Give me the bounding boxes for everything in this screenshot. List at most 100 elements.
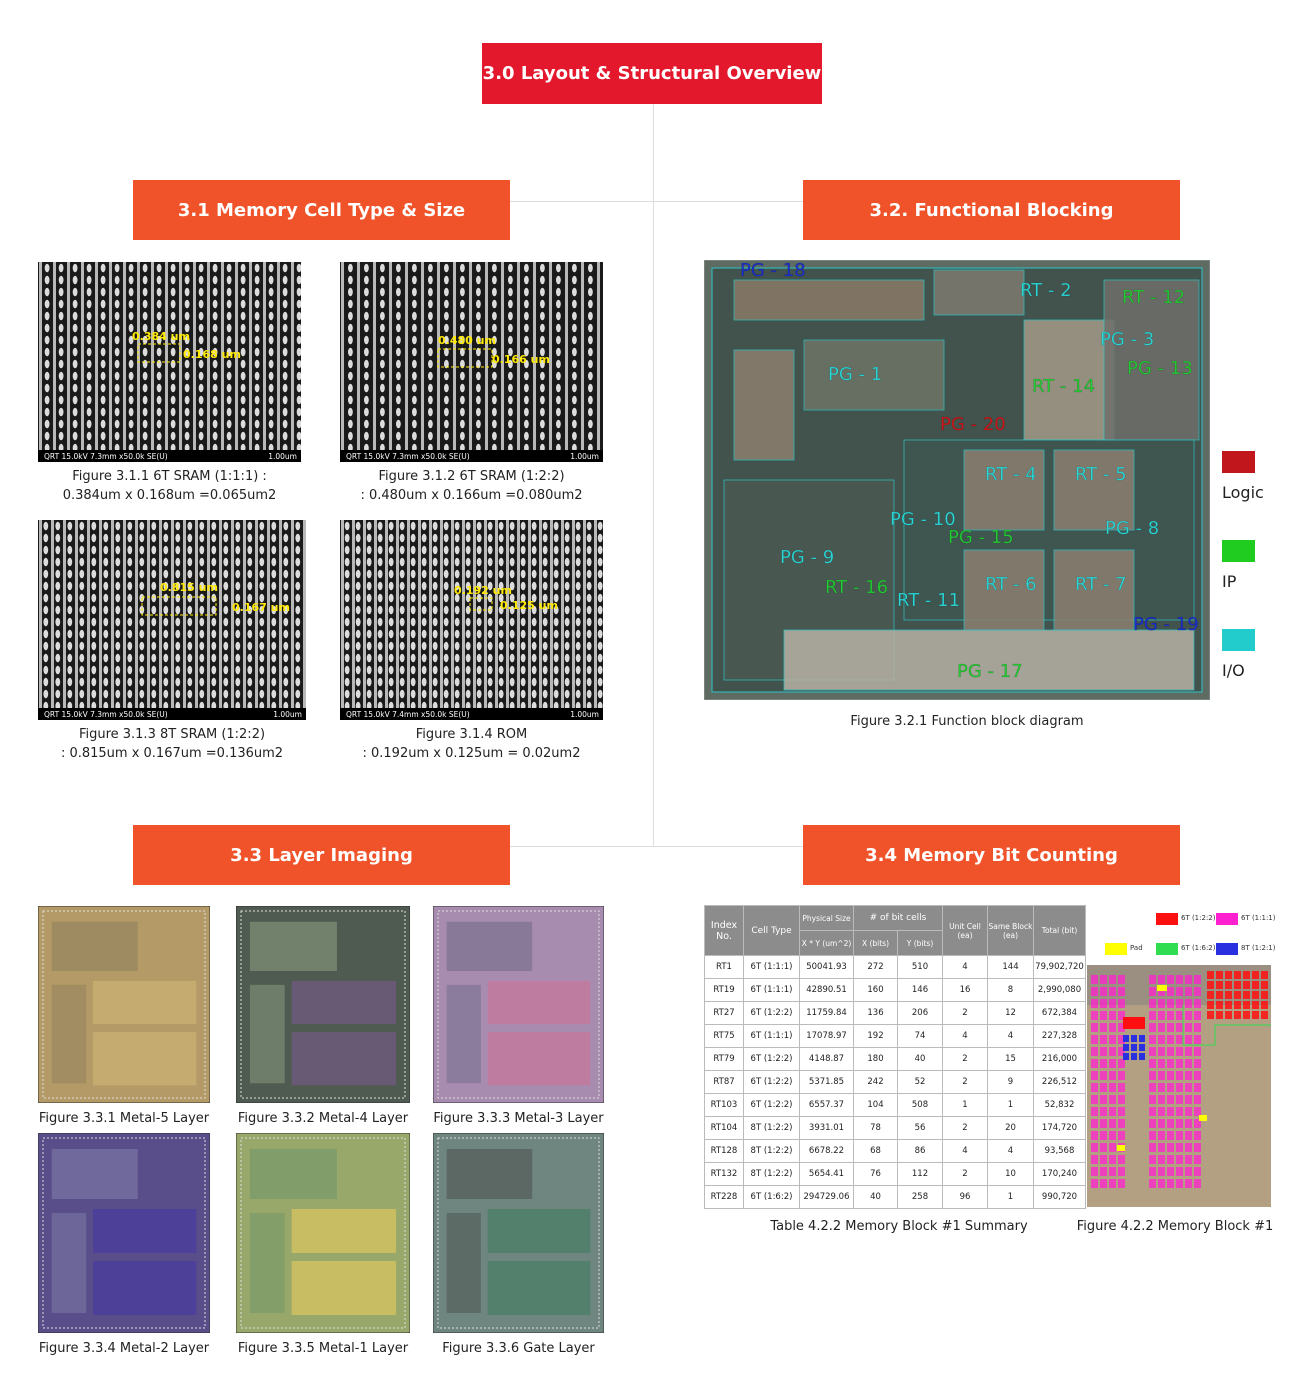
legend-swatch <box>1216 943 1238 955</box>
cell-block <box>1207 1011 1214 1019</box>
layer-image <box>236 1133 410 1333</box>
cell-block <box>1158 1023 1165 1032</box>
legend-label: Logic <box>1222 483 1264 502</box>
header-cell: X * Y (um^2) <box>799 930 854 956</box>
table-cell: 258 <box>897 1185 943 1209</box>
die-block <box>51 984 87 1084</box>
legend-swatch <box>1222 451 1255 473</box>
cell-block <box>1149 1083 1156 1092</box>
legend-label: 6T (1:6:2) <box>1181 944 1216 952</box>
table-cell: 1 <box>987 1185 1034 1209</box>
cell-block <box>1185 1047 1192 1056</box>
header-cell: Same Block (ea) <box>987 905 1034 956</box>
cell-block <box>1158 1047 1165 1056</box>
cell-block <box>1194 1059 1201 1068</box>
cell-block <box>1118 1131 1125 1140</box>
cell-block <box>1194 1167 1201 1176</box>
table-cell: 136 <box>853 1001 898 1025</box>
cell-block <box>1091 1047 1098 1056</box>
die-region <box>933 269 1025 316</box>
table-cell: 2 <box>942 1162 988 1186</box>
cell-block <box>1167 1143 1174 1152</box>
measure-label: 0.168 um <box>183 348 241 361</box>
table-cell: 86 <box>897 1139 943 1163</box>
die-region <box>903 439 1195 621</box>
connector <box>510 201 803 202</box>
layer-image <box>433 1133 604 1333</box>
die-block <box>487 1209 591 1253</box>
cell-block <box>1243 981 1250 989</box>
cell-block <box>1149 1107 1156 1116</box>
table-cell: 6T (1:2:2) <box>743 1001 800 1025</box>
cell-block <box>1149 1035 1156 1044</box>
cell-block <box>1100 1143 1107 1152</box>
figure-caption: Figure 3.1.1 6T SRAM (1:1:1) : <box>72 469 267 484</box>
die-block <box>51 921 138 972</box>
cell-block <box>1091 975 1098 984</box>
cell-block <box>1118 1155 1125 1164</box>
cell-block <box>1243 1011 1250 1019</box>
block-label: RT - 14 <box>1032 376 1095 397</box>
die-block <box>93 1209 197 1253</box>
table-cell: 508 <box>897 1093 943 1117</box>
cell-block <box>1194 1071 1201 1080</box>
block-label: PG - 10 <box>890 509 956 530</box>
legend-swatch <box>1156 943 1178 955</box>
figure-caption: Figure 3.2.1 Function block diagram <box>850 714 1084 729</box>
table-cell: 78 <box>853 1116 898 1140</box>
memory-block-image <box>1087 965 1271 1207</box>
table-cell: 146 <box>897 978 943 1002</box>
table-cell: 2 <box>942 1047 988 1071</box>
table-cell: RT79 <box>704 1047 744 1071</box>
figure-caption: 0.384um x 0.168um =0.065um2 <box>62 488 277 503</box>
table-cell: RT103 <box>704 1093 744 1117</box>
layer-image <box>433 906 604 1103</box>
die-block <box>446 984 481 1084</box>
cell-block <box>1207 971 1214 979</box>
cell-block <box>1109 1023 1116 1032</box>
figure-caption: Figure 4.2.2 Memory Block #1 <box>1076 1219 1274 1234</box>
header-cell: Unit Cell (ea) <box>942 905 988 956</box>
cell-block <box>1216 1011 1223 1019</box>
table-cell: 5654.41 <box>799 1162 854 1186</box>
table-cell: 10 <box>987 1162 1034 1186</box>
cell-block <box>1234 1011 1241 1019</box>
sem-scale: 1.00um <box>570 710 599 719</box>
die-ring <box>437 1137 600 1329</box>
section-title: 3.3 Layer Imaging <box>133 825 510 885</box>
cell-block <box>1167 1011 1174 1020</box>
cell-block <box>1194 1131 1201 1140</box>
pad <box>1117 1145 1125 1151</box>
cell-block <box>1100 1119 1107 1128</box>
die-block <box>487 1032 591 1086</box>
cell-block <box>1100 1059 1107 1068</box>
table-cell: 4 <box>942 1139 988 1163</box>
cell-block <box>1234 1001 1241 1009</box>
legend-label: IP <box>1222 572 1237 591</box>
table-cell: 8T (1:2:2) <box>743 1162 800 1186</box>
figure-caption: Figure 3.3.2 Metal-4 Layer <box>237 1111 409 1126</box>
cell-block <box>1158 1011 1165 1020</box>
cell-block <box>1139 1035 1145 1042</box>
cell-block <box>1100 999 1107 1008</box>
sem-image: QRT 15.0kV 7.4mm x50.0k SE(U) 1.00um 0.192… <box>340 520 603 720</box>
die-block <box>51 1213 87 1313</box>
cell-block <box>1158 1167 1165 1176</box>
cell-block <box>1225 971 1232 979</box>
layer-image <box>38 906 210 1103</box>
table-cell: 2 <box>942 1116 988 1140</box>
cell-block <box>1149 1047 1156 1056</box>
sem-texture <box>340 520 603 720</box>
cell-block <box>1252 991 1259 999</box>
figure-caption: Figure 3.3.6 Gate Layer <box>442 1341 595 1356</box>
cell-block <box>1109 1167 1116 1176</box>
cell-block <box>1185 1071 1192 1080</box>
table-cell: 1 <box>942 1093 988 1117</box>
table-cell: 4 <box>942 1024 988 1048</box>
table-cell: 8T (1:2:2) <box>743 1139 800 1163</box>
table-cell: 104 <box>853 1093 898 1117</box>
cell-block <box>1176 1011 1183 1020</box>
cell-block <box>1100 1083 1107 1092</box>
cell-block <box>1167 1167 1174 1176</box>
figure-caption: Figure 3.3.3 Metal-3 Layer <box>433 1111 604 1126</box>
